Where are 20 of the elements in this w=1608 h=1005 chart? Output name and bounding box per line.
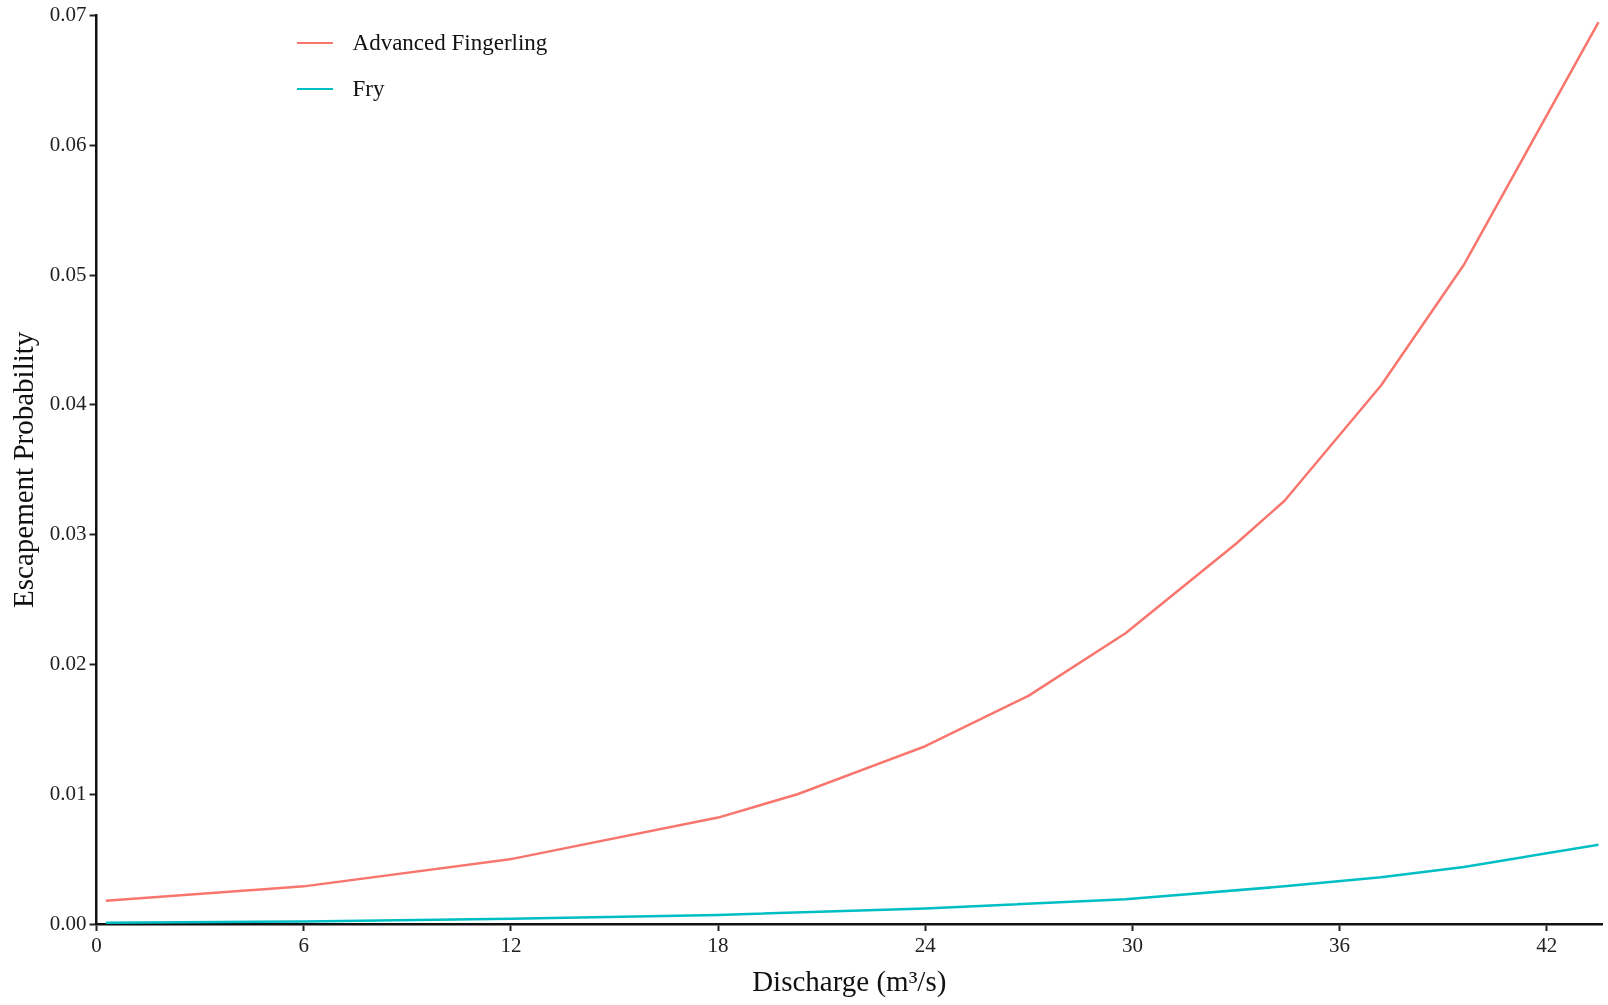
x-tick-label: 6 [298, 933, 309, 958]
x-tick-label: 42 [1536, 933, 1558, 958]
y-tick-label: 0.01 [49, 780, 87, 805]
y-tick-label: 0.00 [49, 910, 87, 935]
y-tick-label: 0.03 [49, 521, 87, 546]
x-tick-label: 0 [91, 933, 102, 958]
legend-label: Fry [352, 75, 385, 102]
y-tick-label: 0.02 [49, 650, 87, 675]
y-axis-title: Escapement Probability [7, 331, 40, 608]
y-tick-label: 0.07 [49, 2, 87, 27]
x-axis-title: Discharge (m³/s) [752, 965, 947, 999]
x-tick-label: 12 [500, 933, 522, 958]
x-tick-label: 36 [1329, 933, 1351, 958]
x-tick-label: 18 [707, 933, 729, 958]
y-tick-label: 0.04 [49, 391, 88, 416]
x-tick-label: 30 [1121, 933, 1143, 958]
legend-label: Advanced Fingerling [352, 29, 548, 56]
y-tick-label: 0.06 [49, 131, 87, 156]
x-tick-label: 24 [914, 933, 937, 958]
y-tick-label: 0.05 [49, 261, 87, 286]
